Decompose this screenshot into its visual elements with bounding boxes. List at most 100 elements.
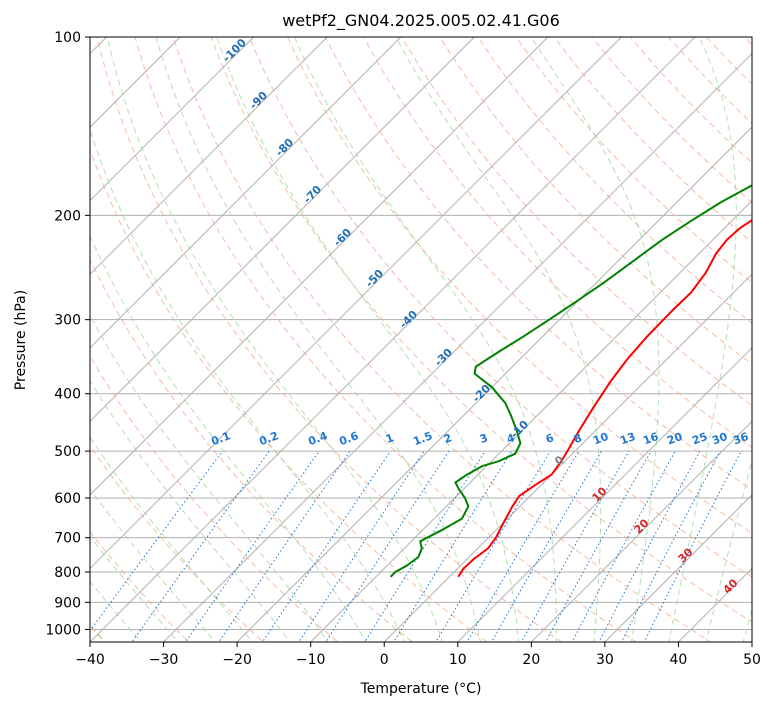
mixing-ratio-line <box>466 450 580 642</box>
moist-adiabat-line <box>293 37 557 642</box>
isotherm-line <box>90 37 328 275</box>
x-tick-label: −30 <box>149 652 179 668</box>
dry-adiabat-label: -70 <box>301 183 324 206</box>
mixing-ratio-label: 25 <box>690 430 709 447</box>
moist-adiabat-line <box>395 37 602 642</box>
mixing-ratio-label: 10 <box>591 430 610 448</box>
y-tick-label: 700 <box>54 531 81 547</box>
dry-adiabat-label: -40 <box>397 308 420 331</box>
isotherm-line <box>90 37 696 642</box>
mixing-ratio-line <box>218 450 351 642</box>
x-axis-label: Temperature (°C) <box>360 681 482 697</box>
mixing-ratio-line <box>325 450 450 642</box>
temperature-line <box>457 218 752 578</box>
moist-adiabat-line <box>90 314 329 642</box>
y-tick-label: 1000 <box>45 622 81 638</box>
moist-adiabat-line <box>90 128 405 642</box>
mixing-ratio-label: 20 <box>665 430 684 448</box>
mixing-ratio-label: 16 <box>641 430 660 448</box>
x-tick-label: 50 <box>743 652 761 668</box>
dry-adiabat-line <box>90 530 190 642</box>
dry-adiabat-line <box>90 148 488 642</box>
mixing-ratio-line <box>544 450 652 642</box>
dry-adiabat-label: -60 <box>331 226 354 249</box>
x-tick-label: −40 <box>75 652 105 668</box>
dry-adiabat-line <box>90 355 339 642</box>
mixing-ratio-line <box>620 450 721 642</box>
y-axis: 100 200 300 400 500 600 700 800 900 1000 <box>45 30 90 638</box>
x-tick-label: 30 <box>596 652 614 668</box>
isotherm-line <box>90 37 475 423</box>
dry-adiabat-line <box>172 37 712 642</box>
mixing-ratio-line <box>643 450 742 642</box>
x-tick-label: 0 <box>380 652 389 668</box>
dry-adiabat-label: -100 <box>220 36 249 65</box>
dry-adiabat-line <box>210 37 752 623</box>
x-tick-label: −20 <box>222 652 252 668</box>
moist-adiabat-line <box>106 37 443 642</box>
dry-adiabat-label: 20 <box>632 516 652 536</box>
y-tick-label: 400 <box>54 387 81 403</box>
mixing-ratio-line <box>491 450 603 642</box>
mixing-ratio-label: 30 <box>710 430 729 448</box>
dry-adiabat-label: -30 <box>432 346 455 369</box>
isotherm-line <box>236 126 752 642</box>
dry-adiabat-line <box>401 37 752 407</box>
dry-adiabat-label: -90 <box>247 89 270 112</box>
dry-adiabat-line <box>134 37 638 642</box>
moist-adiabat-line <box>155 37 481 642</box>
x-axis: −40 −30 −20 −10 0 10 20 30 40 50 <box>75 642 761 668</box>
mixing-ratio-line <box>90 450 223 632</box>
isotherm-line <box>604 494 752 642</box>
mixing-ratio-line <box>435 450 551 642</box>
moist-adiabat-line <box>705 458 752 642</box>
mixing-ratio-label: 0.6 <box>337 429 360 448</box>
dry-adiabat-label: 10 <box>590 484 610 504</box>
moist-adiabat-line <box>216 37 519 642</box>
dry-adiabat-line <box>90 258 414 642</box>
mixing-ratio-line <box>131 450 270 642</box>
mixing-ratio-label: 0.1 <box>209 429 232 448</box>
x-tick-label: −10 <box>296 652 326 668</box>
mixing-ratio-line <box>393 450 513 642</box>
mixing-ratio-label: 3 <box>478 431 490 446</box>
isotherm-line <box>90 37 622 570</box>
dry-adiabat-line <box>477 37 752 324</box>
mixing-ratio-line <box>298 450 425 642</box>
isotherm-line <box>678 567 752 642</box>
profile-lines <box>389 184 752 578</box>
mixing-ratio-label: 8 <box>572 431 584 446</box>
y-axis-label: Pressure (hPa) <box>13 290 29 390</box>
x-tick-label: 20 <box>522 652 540 668</box>
mixing-ratio-label: 1.5 <box>411 429 434 448</box>
dry-adiabat-line <box>96 37 563 642</box>
isotherm-line <box>751 641 752 642</box>
moist-adiabat-line <box>90 436 254 642</box>
moist-adiabat-line <box>742 607 752 642</box>
isopleth-labels: -100-90-80-70-60-50-40-30-20-10010203040… <box>209 36 750 597</box>
mixing-ratio-label: 2 <box>442 431 454 446</box>
moist-adiabat-line <box>90 234 367 642</box>
isotherm-line <box>90 37 402 349</box>
y-tick-label: 200 <box>54 208 81 224</box>
moist-adiabat-line <box>90 535 179 642</box>
dry-adiabat-line <box>667 37 752 125</box>
x-tick-label: 10 <box>449 652 467 668</box>
mixing-ratio-label: 6 <box>544 431 556 446</box>
mixing-ratio-label: 36 <box>731 430 750 448</box>
dry-adiabat-line <box>439 37 752 365</box>
isotherm-line <box>457 347 752 642</box>
dry-adiabat-line <box>363 37 752 449</box>
dry-adiabat-line <box>248 37 752 578</box>
isotherm-line <box>90 37 549 496</box>
y-tick-label: 600 <box>54 491 81 507</box>
dry-adiabat-label: 30 <box>676 545 696 565</box>
x-tick-label: 40 <box>670 652 688 668</box>
isotherm-line <box>530 420 752 642</box>
dewpoint-line <box>389 184 752 578</box>
dry-adiabat-line <box>515 37 752 284</box>
mixing-ratio-label: 1 <box>384 431 396 446</box>
mixing-ratio-line <box>184 450 320 642</box>
moist-adiabat-line <box>90 487 216 642</box>
